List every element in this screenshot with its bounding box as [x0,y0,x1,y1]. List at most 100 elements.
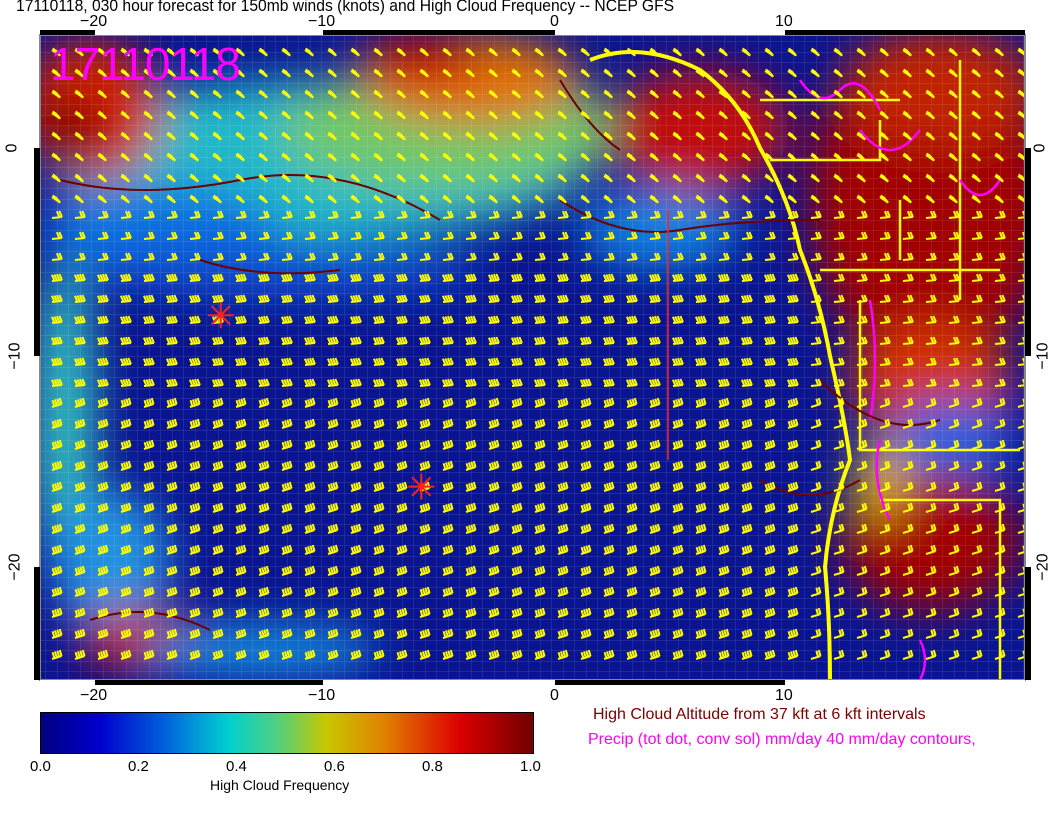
wind-barb [235,649,247,660]
wind-barb [602,378,615,387]
wind-barb [212,110,223,120]
wind-barb [442,194,453,204]
wind-barb [143,173,154,183]
wind-barb [879,544,891,555]
wind-barb [327,481,339,492]
wind-barb [994,565,1006,576]
wind-barb [511,439,523,450]
wind-barb [511,210,523,219]
wind-barb [994,110,1005,120]
colorbar [40,712,534,754]
wind-barb [695,131,706,141]
wind-barb [603,460,615,471]
wind-barb [488,502,500,513]
wind-barb [488,194,499,204]
wind-barb [925,294,937,303]
wind-barb [740,294,753,303]
wind-barb [948,194,959,204]
cloud-altitude-legend: High Cloud Altitude from 37 kft at 6 kft… [593,706,926,723]
wind-barb [948,628,960,639]
wind-barb [281,89,292,99]
wind-barb [580,68,591,78]
wind-barb [511,173,522,183]
wind-barb [856,439,868,450]
wind-barb [948,294,960,303]
wind-barb [948,397,960,408]
wind-barb [971,252,983,261]
wind-barb [327,649,339,660]
wind-barb [189,194,200,204]
wind-barb [810,231,822,240]
wind-barb [833,439,845,450]
wind-barb [603,523,615,534]
wind-barb [902,231,914,240]
wind-barb [50,294,63,303]
wind-barb [464,378,477,387]
wind-barb [327,68,338,78]
wind-barb [810,315,822,324]
lon-tick-top: 10 [775,13,793,30]
wind-barb [143,194,154,204]
wind-barb [419,89,430,99]
wind-barb [925,523,937,534]
wind-barb [350,439,362,450]
map-title: 17110118, 030 hour forecast for 150mb wi… [16,0,675,15]
wind-barb [511,397,523,408]
country-borders [760,60,1020,680]
wind-barb [465,628,477,639]
wind-barb [557,397,569,408]
wind-barb [465,649,477,660]
wind-barb [902,607,914,618]
wind-barb [557,89,568,99]
wind-barb [648,294,661,303]
wind-barb [810,273,822,282]
wind-barb [418,315,431,324]
wind-barb [672,502,684,513]
wind-barb [442,68,453,78]
wind-barb [74,628,86,639]
wind-barb [925,544,937,555]
wind-barb [648,378,661,387]
wind-barb [718,110,729,120]
wind-barb [856,336,868,345]
wind-barb [97,607,109,618]
wind-barb [649,628,661,639]
wind-barb [763,273,776,282]
wind-barb [97,481,109,492]
wind-barb [212,89,223,99]
wind-barb [948,336,960,345]
wind-barb [971,523,983,534]
wind-barb [787,47,798,57]
wind-barb [418,357,431,366]
wind-barb [510,273,523,282]
wind-barb [327,152,338,162]
wind-barb [994,418,1006,429]
wind-barb [856,607,868,618]
wind-barb [856,586,868,597]
wind-barb [718,439,730,450]
wind-barb [902,68,913,78]
wind-barb [994,481,1006,492]
wind-barb [971,89,982,99]
wind-barb [442,131,453,141]
wind-barb [534,68,545,78]
wind-barb [419,210,431,219]
wind-barb [994,439,1006,450]
wind-barb [304,194,315,204]
wind-barb [833,649,845,660]
wind-barb [373,89,384,99]
wind-barb [649,418,661,429]
wind-barb [948,273,960,282]
wind-barb [326,294,339,303]
wind-barb [649,89,660,99]
wind-barb [511,628,523,639]
wind-barb [304,231,316,240]
wind-barb [189,68,200,78]
wind-barb [672,607,684,618]
wind-barb [120,502,132,513]
wind-barb [787,397,799,408]
wind-barb [166,68,177,78]
wind-barb [396,194,407,204]
wind-barb [350,649,362,660]
wind-barb [188,294,201,303]
